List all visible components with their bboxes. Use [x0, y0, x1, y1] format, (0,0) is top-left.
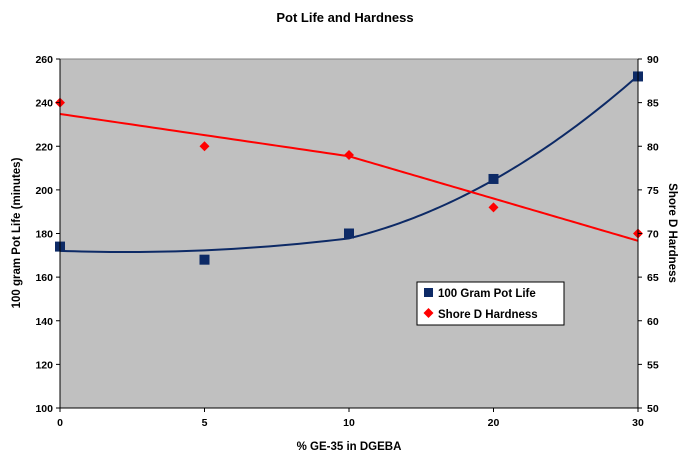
right-tick-label: 65: [647, 272, 659, 284]
right-y-axis-label: Shore D Hardness: [666, 183, 678, 283]
x-tick-label: 10: [343, 417, 355, 429]
legend-label-hardness: Shore D Hardness: [438, 309, 538, 321]
hardness-point: [199, 141, 210, 152]
left-tick-label: 160: [35, 272, 53, 284]
legend-label-pot-life: 100 Gram Pot Life: [438, 288, 536, 300]
right-tick-label: 55: [647, 359, 659, 371]
pot-life-point: [344, 228, 354, 239]
chart-title: Pot Life and Hardness: [276, 10, 413, 25]
right-tick-label: 80: [647, 141, 659, 153]
legend-box: [416, 281, 565, 326]
pot-life-point: [488, 173, 499, 184]
right-tick-label: 60: [647, 316, 659, 328]
legend-marker-pot-life: [424, 288, 433, 297]
right-y-axis: 50 55 60 65 70 75 80 85 90: [637, 54, 659, 415]
x-tick-label: 30: [632, 417, 644, 429]
trend-line-pot-life: [59, 74, 639, 254]
left-tick-label: 260: [35, 54, 53, 66]
legend-marker-hardness: [423, 308, 434, 318]
left-tick-label: 180: [35, 229, 53, 241]
x-tick-label: 5: [202, 417, 208, 429]
right-tick-label: 90: [647, 54, 659, 66]
x-tick-label: 0: [57, 417, 63, 429]
pot-life-point: [199, 254, 210, 265]
left-tick-label: 240: [35, 98, 53, 110]
hardness-point: [488, 202, 499, 213]
x-tick-label: 20: [488, 417, 500, 429]
left-tick-label: 140: [35, 316, 53, 328]
left-y-axis-label: 100 gram Pot Life (minutes): [11, 157, 23, 308]
left-tick-label: 120: [35, 359, 53, 371]
trend-line-hardness: [59, 112, 639, 242]
right-tick-label: 75: [647, 185, 659, 197]
right-tick-label: 50: [647, 403, 659, 415]
right-tick-label: 85: [647, 98, 659, 110]
trend-lines: [59, 74, 639, 254]
left-tick-label: 100: [35, 403, 53, 415]
x-axis: 0 5 10 20 30: [57, 407, 644, 429]
left-tick-label: 200: [35, 185, 53, 197]
x-axis-label: % GE-35 in DGEBA: [297, 441, 402, 453]
left-tick-label: 220: [35, 141, 53, 153]
hardness-point: [344, 149, 354, 160]
left-y-axis: 100 120 140 160 180 200 220 240 260: [35, 54, 61, 415]
right-tick-label: 70: [647, 229, 659, 241]
legend: 100 Gram Pot Life Shore D Hardness: [416, 281, 565, 326]
